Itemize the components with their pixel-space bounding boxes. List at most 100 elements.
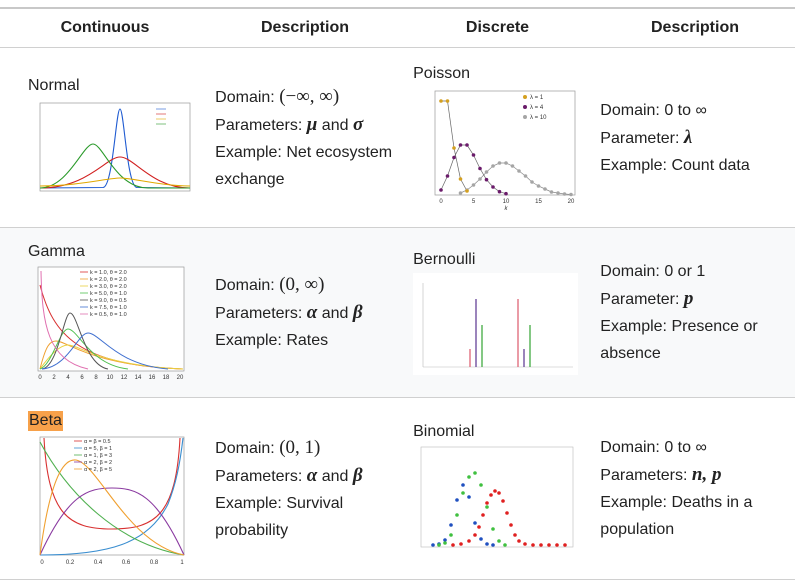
decoration [37,266,185,372]
decoration [40,270,89,370]
dot [523,542,527,546]
header-cell: Discrete [465,19,530,36]
tick-label: 0.2 [66,560,75,566]
legend-label: k = 1.0, θ = 2.0 [90,270,127,276]
dot [431,543,435,547]
decoration [431,471,567,547]
dot [481,513,485,517]
decoration [523,95,528,99]
dot [473,471,477,475]
decoration [523,115,528,119]
cell: Normal [0,48,205,227]
tick-label: 14 [135,375,142,381]
description-line: Parameters: α and β [215,299,400,327]
decoration [39,486,185,555]
legend-label: k = 5.0, θ = 1.0 [90,291,127,297]
dot [439,99,443,103]
dot [563,543,567,547]
description: Domain: 0 to ∞ Parameters: n, p Example: D… [590,398,795,579]
tick-label: 0 [40,560,44,566]
cell: Binomial [400,398,590,579]
text: Parameters: [215,305,307,322]
thumbnail [420,446,574,548]
axis-label: k [505,206,509,211]
dot [491,527,495,531]
header-cell: Continuous [60,19,150,36]
thumbnail: α = β = 0.5 α = 5, β = 1 α = 1, β = 3 α … [39,436,185,566]
legend-label: λ = 10 [530,115,547,121]
dot [484,170,489,174]
math: (−∞, ∞) [279,85,340,107]
dot [459,542,463,546]
table-row: Normal Domain: (−∞, ∞) Parameters: μ and … [0,48,795,228]
decoration [39,270,184,370]
dot [510,164,515,168]
thumbnail [413,273,579,375]
text: Example: Rates [215,332,329,349]
tick-label: 18 [163,375,170,381]
text: Domain: 0 or 1 [600,263,706,280]
decoration [80,271,88,315]
dot [497,189,502,194]
tick-label: 6 [80,375,84,381]
tick-label: 5 [472,199,476,205]
dot [465,143,469,147]
cell: Gamma k = 1.0, θ = 2.0 k = 2.0, [0,228,205,397]
cell: Poisson λ = 1 λ = 4 λ = 10 0 5 10 15 20 [400,48,590,227]
dot [461,483,465,487]
dot [471,183,476,187]
text: Domain: [215,277,280,294]
description: Domain: (0, 1) Parameters: α and β Example… [205,398,400,579]
text: Example: Deaths in a population [600,494,753,538]
dot [491,543,495,547]
decoration [39,108,191,189]
description-line: Parameters: μ and σ [215,111,400,139]
text: and [317,467,353,485]
dot [455,513,459,517]
tick-label: 12 [121,375,128,381]
dot [461,491,465,495]
decoration [39,437,184,556]
math: μ [306,113,318,135]
dot [513,533,517,537]
text: Example: Presence or absence [600,318,758,362]
text: Example: Net ecosystem exchange [215,143,393,188]
dot [479,537,483,541]
description: Domain: 0 or 1 Parameter: p Example: Prese… [590,228,795,397]
legend-label: α = 1, β = 3 [84,453,112,459]
thumbnail [39,102,191,192]
description-line: Domain: (0, ∞) [215,271,400,299]
decoration [434,90,576,196]
decoration: k = 1.0, θ = 2.0 k = 2.0, θ = 2.0 k = 3.… [90,270,127,318]
math: σ [352,113,364,135]
dot [458,143,463,147]
math: (0, ∞) [279,274,325,295]
table-row: Gamma k = 1.0, θ = 2.0 k = 2.0, [0,228,795,398]
tick-label: 0 [38,375,42,381]
tick-label: 0 [439,199,443,205]
decoration [74,440,82,469]
text: Domain: [215,439,280,457]
dot [517,169,521,173]
description-line: Parameters: α and β [215,462,400,490]
description-line: Parameter: λ [600,124,795,152]
decoration [39,437,185,556]
dot [467,495,471,499]
decoration [39,143,190,189]
description-line: Example: Presence or absence [600,313,795,367]
description-line: Parameters: n, p [600,461,795,489]
dot [503,543,507,547]
dot [478,166,482,171]
dot [536,184,541,188]
description-line: Example: Deaths in a population [600,489,795,543]
legend-label: λ = 4 [530,105,544,111]
dot [437,543,441,547]
header-cell: Description [650,19,739,36]
decoration [420,446,574,548]
dot [547,543,551,547]
dot [555,543,559,547]
description-line: Example: Net ecosystem exchange [215,139,400,193]
text: Parameter: [600,129,684,147]
dot [479,483,483,487]
